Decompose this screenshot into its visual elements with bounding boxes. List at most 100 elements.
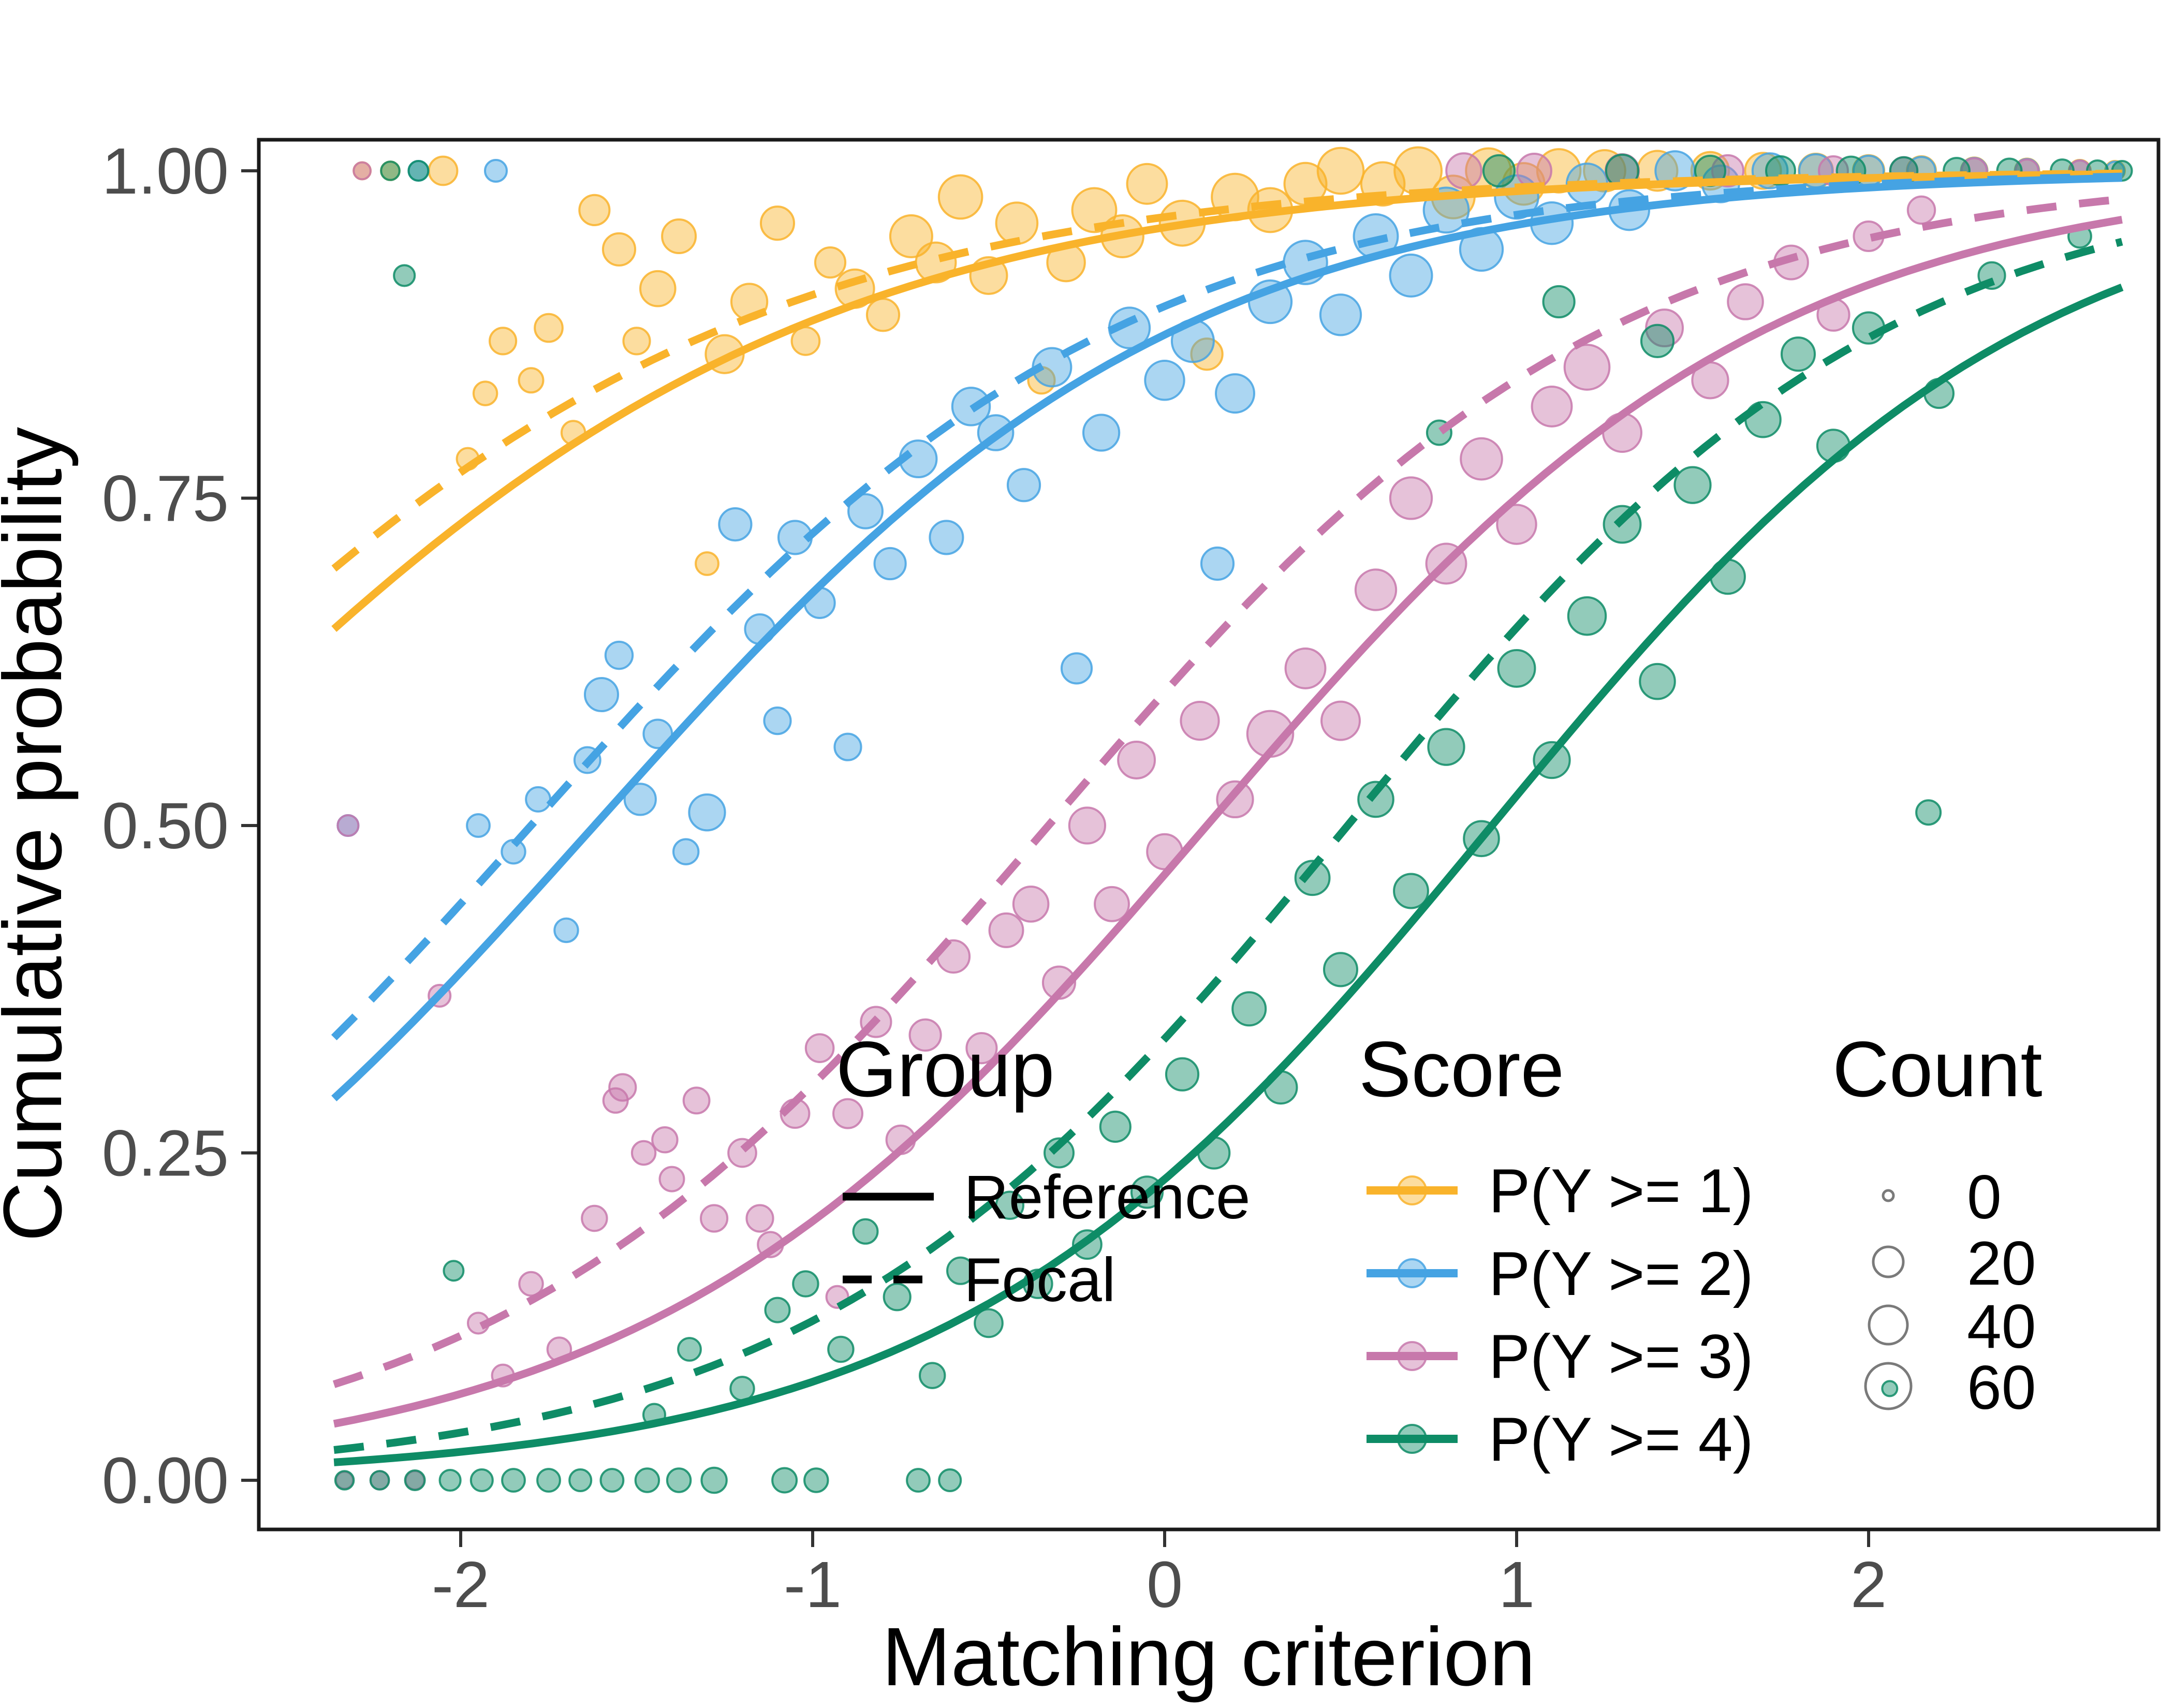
- data-point: [803, 1467, 829, 1493]
- data-point: [1320, 700, 1361, 741]
- data-point: [1082, 414, 1121, 452]
- data-point: [443, 1260, 465, 1282]
- data-point: [1881, 1380, 1899, 1397]
- curve-reference-1: [331, 170, 2122, 632]
- data-point: [604, 640, 634, 670]
- data-point: [334, 1470, 355, 1491]
- data-point: [583, 676, 620, 713]
- data-point: [518, 367, 545, 394]
- data-point: [630, 1140, 657, 1166]
- data-point: [688, 793, 726, 832]
- data-point: [1165, 1057, 1200, 1092]
- data-point: [536, 1468, 561, 1493]
- data-point: [763, 706, 792, 735]
- legend-score-label: P(Y >= 1): [1489, 1156, 1753, 1226]
- legend-score-label: P(Y >= 2): [1489, 1239, 1753, 1308]
- data-point: [1460, 437, 1503, 481]
- data-point: [700, 1466, 728, 1494]
- curve-focal-1: [331, 169, 2122, 572]
- plot-panel-background: [259, 140, 2158, 1529]
- x-axis-title: Matching criterion: [882, 1610, 1536, 1703]
- data-point: [946, 1256, 975, 1285]
- data-point: [847, 493, 884, 529]
- data-point: [634, 1467, 660, 1493]
- data-point: [865, 298, 901, 332]
- curve-focal-2: [331, 172, 2122, 1040]
- data-point: [1231, 991, 1267, 1027]
- legend-count-title: Count: [1832, 1025, 2043, 1113]
- y-tick-label: 0.50: [102, 789, 229, 862]
- y-tick-label: 0.75: [102, 462, 229, 535]
- data-point: [1094, 886, 1130, 922]
- data-point: [1727, 283, 1764, 320]
- data-point: [1068, 806, 1107, 845]
- data-point: [1393, 873, 1429, 909]
- data-point: [599, 1468, 625, 1493]
- data-point: [1012, 885, 1050, 923]
- data-point: [1542, 285, 1576, 319]
- regression-curves-layer: [331, 169, 2124, 1466]
- data-point: [759, 205, 796, 241]
- data-point: [929, 520, 964, 555]
- data-point: [1639, 662, 1676, 700]
- data-point: [974, 1308, 1004, 1338]
- y-tick-label: 1.00: [102, 135, 229, 208]
- data-point: [1144, 360, 1185, 401]
- legend-count-key-circle: [1864, 1362, 1913, 1410]
- data-point: [1319, 293, 1362, 336]
- data-point: [1117, 741, 1156, 779]
- curve-reference-4: [333, 283, 2124, 1466]
- data-point: [501, 1468, 526, 1493]
- data-point: [889, 214, 933, 259]
- data-point: [827, 1335, 855, 1363]
- data-point: [852, 1218, 879, 1245]
- data-point: [873, 547, 907, 581]
- data-point: [938, 1468, 962, 1493]
- data-point: [995, 1190, 1025, 1220]
- data-point: [489, 327, 518, 356]
- data-point: [672, 838, 700, 865]
- y-tick-label: 0.00: [102, 1444, 229, 1517]
- data-point: [1060, 652, 1093, 685]
- data-point: [792, 1270, 819, 1298]
- plot-panel-border: [257, 138, 2161, 1532]
- data-point: [369, 1470, 390, 1491]
- data-point: [988, 912, 1024, 948]
- data-point: [1563, 344, 1611, 391]
- data-point: [883, 1283, 912, 1312]
- data-point: [1284, 647, 1327, 689]
- legend-count-label: 0: [1967, 1162, 2002, 1232]
- data-point: [804, 1033, 835, 1063]
- legend-count-key-circle: [1872, 1245, 1905, 1278]
- data-point: [906, 1468, 931, 1493]
- data-point: [1673, 466, 1712, 504]
- data-point: [407, 160, 430, 182]
- legend-score-title: Score: [1359, 1025, 1564, 1113]
- data-point: [651, 1126, 679, 1154]
- data-point: [1180, 700, 1220, 741]
- legend-items-layer: Reference Focal P(Y >= 1) P(Y >= 2) P(Y >= 3…: [843, 1156, 2036, 1474]
- data-point: [1567, 596, 1607, 636]
- data-point: [908, 1018, 942, 1052]
- data-point: [745, 1204, 774, 1233]
- data-point: [380, 160, 401, 181]
- data-point: [661, 218, 697, 254]
- legend-count-label: 20: [1967, 1229, 2036, 1298]
- curve-reference-2: [331, 174, 2122, 1101]
- data-point: [1445, 152, 1482, 189]
- data-point: [553, 917, 579, 944]
- data-point: [472, 380, 498, 406]
- data-point: [1497, 649, 1536, 688]
- data-point: [682, 1086, 711, 1115]
- data-point: [469, 1468, 494, 1493]
- data-point: [1389, 253, 1433, 298]
- data-point: [832, 1098, 863, 1129]
- legend-score-label: P(Y >= 4): [1489, 1405, 1753, 1474]
- data-point: [1354, 568, 1398, 611]
- y-axis-title: Cumulative probability: [0, 427, 79, 1242]
- data-point: [695, 551, 719, 576]
- data-point: [718, 507, 753, 542]
- data-point: [568, 1468, 593, 1493]
- data-point: [518, 1271, 544, 1297]
- data-point: [1323, 952, 1359, 988]
